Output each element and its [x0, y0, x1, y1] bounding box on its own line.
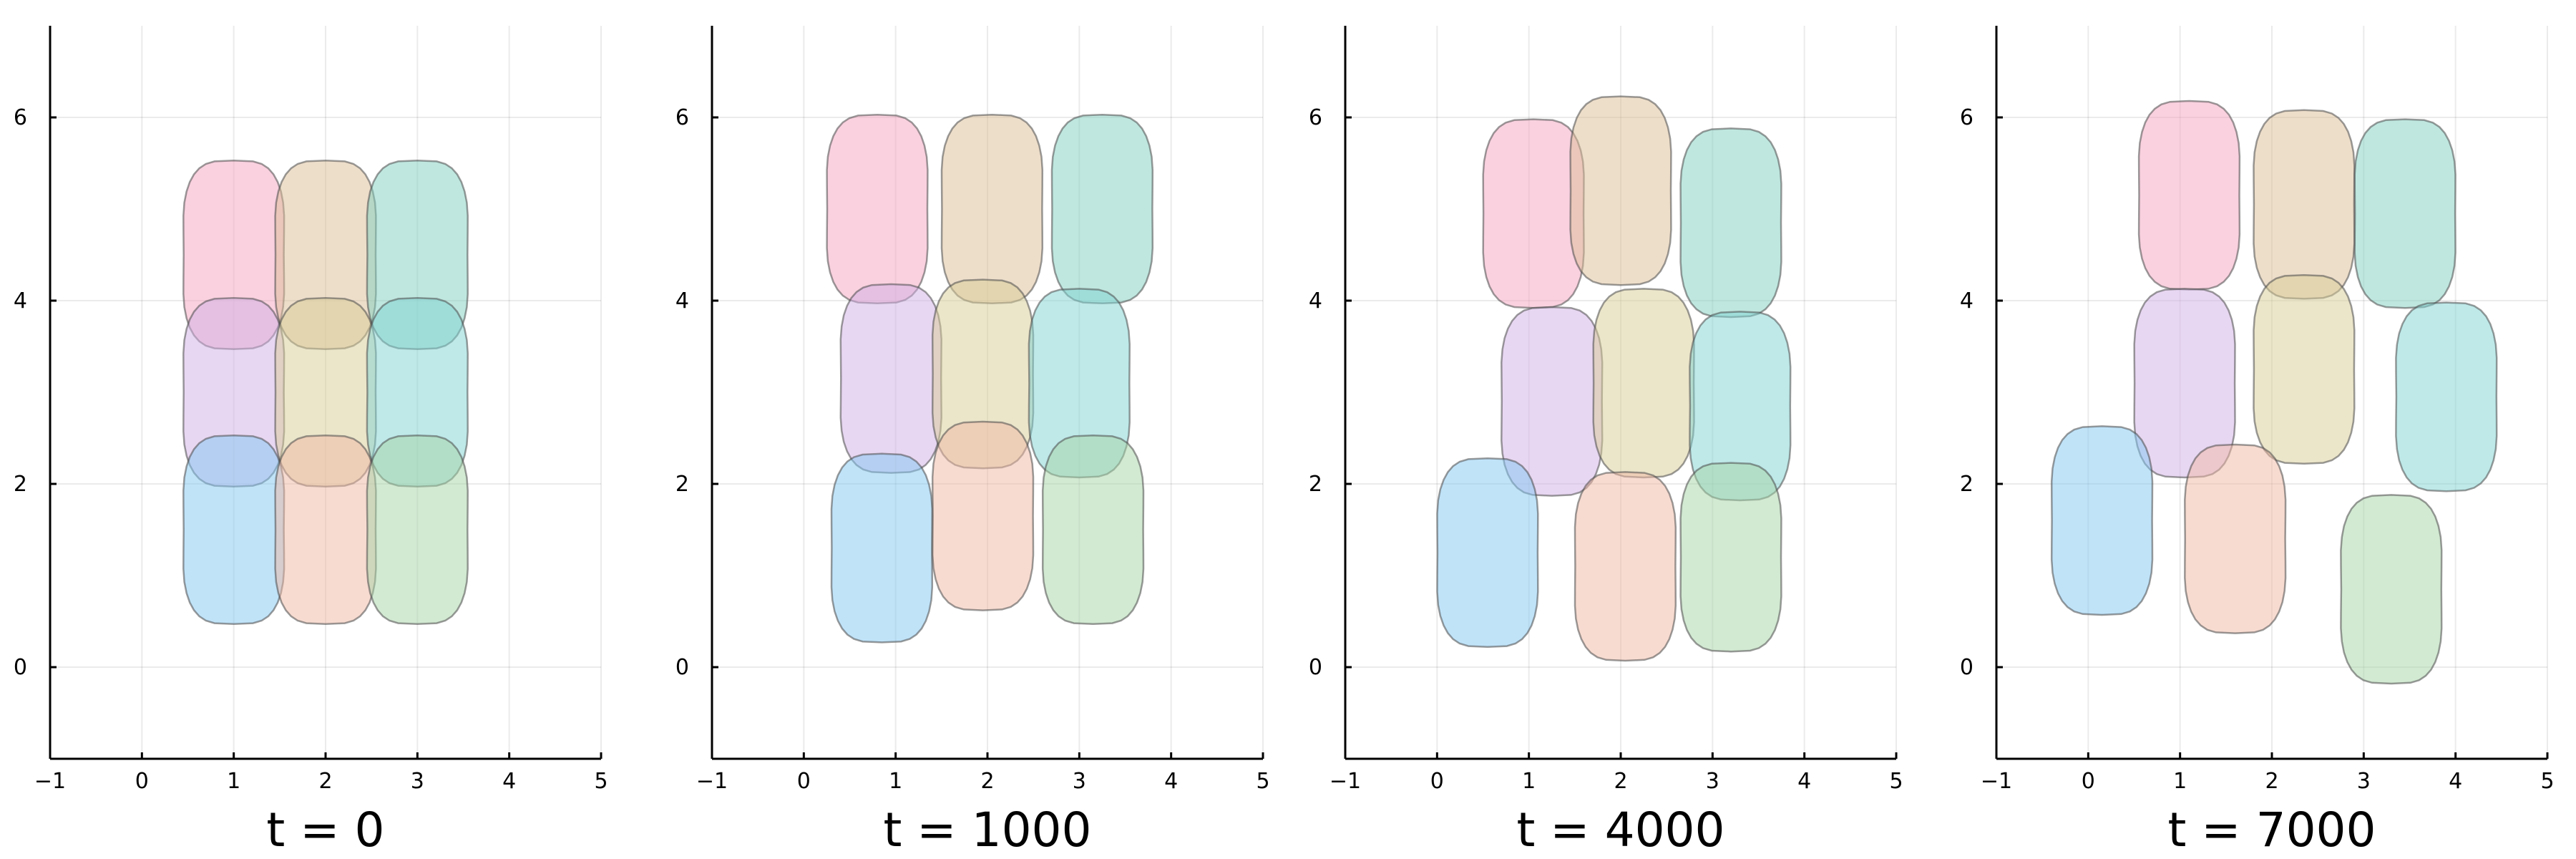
cell-shape	[274, 434, 377, 626]
y-tick-label: 6	[1309, 105, 1322, 130]
cell-shape	[1679, 462, 1782, 653]
cell-shape	[2253, 273, 2356, 465]
x-tick-label: 1	[889, 769, 902, 794]
x-tick-label: 3	[2357, 769, 2371, 794]
cell-shape	[1574, 471, 1677, 662]
x-tick-label: 0	[1430, 769, 1444, 794]
x-tick-label: 5	[2540, 769, 2554, 794]
x-tick-label: 2	[318, 769, 332, 794]
cell-shape	[1569, 95, 1672, 286]
cell-shape	[2353, 118, 2457, 309]
y-tick-label: 2	[1960, 472, 1974, 497]
x-tick-label: 0	[797, 769, 811, 794]
y-tick-label: 0	[14, 655, 27, 680]
panel-title: t = 4000	[1516, 802, 1724, 858]
y-tick-label: 2	[14, 472, 27, 497]
y-tick-label: 4	[14, 288, 27, 314]
cell-shape	[1041, 434, 1145, 626]
x-tick-label: 4	[2449, 769, 2462, 794]
y-tick-label: 0	[675, 655, 689, 680]
x-tick-label: 5	[594, 769, 608, 794]
cell-shape	[1679, 127, 1782, 319]
cell-shape	[931, 420, 1035, 611]
x-tick-label: 5	[1889, 769, 1903, 794]
x-tick-label: 3	[1073, 769, 1086, 794]
x-tick-label: 0	[135, 769, 149, 794]
panel-4: −1 0 1 2 3 4 5 0 2 4 6 t = 7000	[1960, 26, 2555, 858]
y-tick-label: 2	[675, 472, 689, 497]
x-tick-label: −1	[696, 769, 728, 794]
x-tick-label: 3	[411, 769, 424, 794]
cell-shape	[839, 283, 942, 474]
x-tick-label: −1	[34, 769, 66, 794]
cell-shape	[2340, 494, 2443, 685]
cell-shape	[2137, 100, 2241, 291]
y-tick-label: 6	[1960, 105, 1974, 130]
plot-area: −1 0 1 2 3 4 5 0 2 4 6	[1960, 26, 2555, 794]
x-tick-label: 2	[1614, 769, 1627, 794]
y-tick-label: 0	[1309, 655, 1322, 680]
cell-shape	[940, 113, 1044, 305]
plot-area: −1 0 1 2 3 4 5 0 2 4 6	[14, 26, 608, 794]
cell-shape	[830, 452, 934, 644]
x-tick-label: 4	[1164, 769, 1178, 794]
y-tick-label: 6	[14, 105, 27, 130]
x-tick-label: 1	[2173, 769, 2187, 794]
cell-shape	[826, 113, 929, 305]
x-tick-label: 4	[502, 769, 516, 794]
plot-area: −1 0 1 2 3 4 5 0 2 4 6	[675, 26, 1270, 794]
x-tick-label: 1	[227, 769, 240, 794]
cell-shape	[182, 434, 286, 626]
y-tick-label: 4	[1960, 288, 1974, 314]
x-tick-label: 0	[2082, 769, 2095, 794]
x-tick-label: 3	[1706, 769, 1719, 794]
cell-shape	[366, 434, 469, 626]
plot-area: −1 0 1 2 3 4 5 0 2 4 6	[1309, 26, 1903, 794]
y-tick-label: 2	[1309, 472, 1322, 497]
cell-shape	[2184, 443, 2287, 634]
x-tick-label: 2	[980, 769, 994, 794]
panel-2: −1 0 1 2 3 4 5 0 2 4 6 t = 1000	[675, 26, 1270, 858]
y-tick-label: 4	[675, 288, 689, 314]
cell-shape	[1050, 113, 1154, 305]
y-tick-label: 4	[1309, 288, 1322, 314]
y-tick-label: 6	[675, 105, 689, 130]
panel-3: −1 0 1 2 3 4 5 0 2 4 6 t = 4000	[1309, 26, 1903, 858]
cell-shape	[1482, 118, 1585, 309]
panel-1: −1 0 1 2 3 4 5 0 2 4 6 t = 0	[14, 26, 608, 858]
panel-title: t = 1000	[883, 802, 1091, 858]
x-tick-label: 4	[1797, 769, 1811, 794]
x-tick-label: 5	[1256, 769, 1269, 794]
panel-title: t = 0	[266, 802, 384, 858]
x-tick-label: 2	[2265, 769, 2278, 794]
x-tick-label: −1	[1981, 769, 2012, 794]
cell-shape	[1436, 457, 1539, 649]
y-tick-label: 0	[1960, 655, 1974, 680]
cell-shape	[2395, 301, 2498, 492]
cell-shape	[2253, 109, 2356, 300]
panel-title: t = 7000	[2167, 802, 2376, 858]
x-tick-label: −1	[1330, 769, 1361, 794]
x-tick-label: 1	[1522, 769, 1536, 794]
cell-shape	[1592, 288, 1695, 479]
cell-shape	[2050, 425, 2154, 616]
